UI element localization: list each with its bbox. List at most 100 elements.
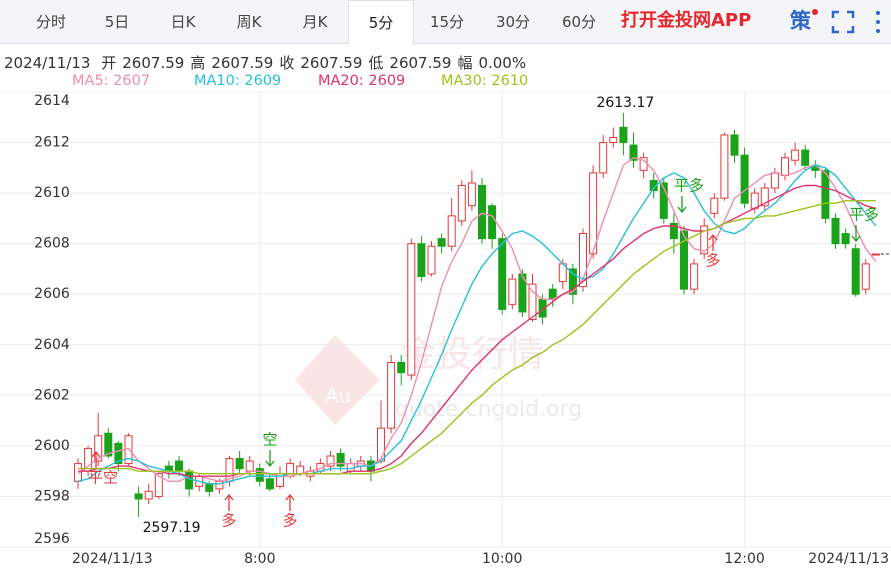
info-value: 0.00% bbox=[478, 54, 527, 72]
candle-body bbox=[104, 432, 113, 457]
candle-body bbox=[589, 172, 598, 255]
candle-body bbox=[144, 490, 153, 500]
candle-body bbox=[740, 154, 749, 204]
info-line: 2024/11/13 开 2607.59 高 2607.59 收 2607.59 低 2607… bbox=[4, 52, 532, 73]
candle-body bbox=[407, 243, 416, 376]
candle-body bbox=[397, 361, 406, 374]
candle-body bbox=[750, 192, 759, 209]
x-tick-label: 2024/11/13 bbox=[72, 551, 153, 567]
candle-body bbox=[871, 253, 880, 256]
signal-label: 多 bbox=[221, 512, 236, 530]
tab-bar: 打开金投网APP 策 分时 5日 日K 周K 月K 5分 15分 30分 60分 bbox=[0, 0, 891, 45]
candle-body bbox=[154, 473, 163, 497]
fullscreen-icon[interactable] bbox=[828, 7, 858, 37]
notify-dot bbox=[812, 9, 818, 15]
candle-body bbox=[619, 126, 628, 144]
candle-body bbox=[447, 215, 456, 247]
tab[interactable]: 周K bbox=[236, 13, 262, 31]
candle-body bbox=[478, 185, 486, 240]
signal-label: 平空 bbox=[88, 469, 118, 487]
candle-body bbox=[134, 493, 143, 500]
candle-body bbox=[265, 478, 274, 490]
candle-body bbox=[700, 225, 709, 255]
more-icon[interactable] bbox=[873, 7, 883, 37]
ma-line bbox=[78, 184, 877, 477]
candle-body bbox=[457, 185, 466, 222]
y-tick-label: 2614 bbox=[34, 93, 70, 109]
info-label: 低 bbox=[368, 54, 384, 72]
candle-body bbox=[851, 248, 860, 295]
y-tick-label: 2606 bbox=[34, 286, 70, 302]
watermark-text: 金投行情 bbox=[400, 334, 544, 375]
candle-body bbox=[669, 222, 678, 240]
signal-arrow bbox=[851, 225, 861, 243]
info-value: 2607.59 bbox=[300, 54, 363, 72]
ma-line bbox=[78, 200, 876, 475]
tab[interactable]: 5日 bbox=[104, 13, 130, 31]
signal-arrow bbox=[708, 233, 718, 251]
ma-line bbox=[77, 164, 877, 485]
signal-arrow bbox=[677, 196, 687, 214]
candle-body bbox=[255, 468, 264, 482]
signal-arrow bbox=[224, 493, 234, 511]
info-value: 2607.59 bbox=[389, 54, 452, 72]
strategy-button[interactable]: 策 bbox=[790, 7, 818, 35]
legend-entry: MA10: 2609 bbox=[194, 73, 282, 89]
app-link[interactable]: 打开金投网APP bbox=[621, 10, 752, 31]
legend-entry: MA30: 2610 bbox=[441, 73, 529, 89]
strategy-label: 策 bbox=[790, 9, 811, 33]
candle-body bbox=[609, 137, 618, 144]
candle-body bbox=[629, 144, 638, 161]
x-tick-label: 8:00 bbox=[244, 551, 275, 567]
candle-body bbox=[488, 205, 497, 240]
y-tick-label: 2602 bbox=[34, 387, 70, 403]
candle-body bbox=[215, 480, 224, 490]
info-label: 开 bbox=[101, 54, 117, 72]
candle-body bbox=[114, 442, 123, 465]
signal-arrow bbox=[285, 493, 295, 511]
tab[interactable]: 60分 bbox=[561, 13, 597, 31]
candle-body bbox=[467, 182, 476, 207]
y-tick-label: 2604 bbox=[34, 337, 70, 353]
candle-body bbox=[508, 278, 517, 305]
signal-arrow bbox=[91, 450, 101, 468]
candle-body bbox=[377, 427, 385, 462]
tab[interactable]: 日K bbox=[170, 13, 196, 31]
candle-body bbox=[427, 245, 436, 275]
candle-body bbox=[801, 149, 810, 166]
candle-body bbox=[841, 233, 850, 245]
high-label: 2613.17 bbox=[596, 95, 654, 111]
tab[interactable]: 分时 bbox=[35, 13, 66, 31]
signal-arrow bbox=[265, 450, 275, 468]
candle-body bbox=[336, 452, 345, 467]
candle-body bbox=[760, 187, 769, 207]
candle-body bbox=[387, 361, 396, 429]
candle-body bbox=[659, 182, 668, 219]
x-tick-label: 12:00 bbox=[724, 551, 764, 567]
candle-body bbox=[417, 243, 426, 278]
candle-body bbox=[861, 263, 870, 290]
tab[interactable]: 5分 bbox=[348, 0, 414, 45]
watermark-logo-shape bbox=[295, 335, 380, 425]
info-label: 幅 bbox=[457, 54, 473, 72]
info-date: 2024/11/13 bbox=[4, 54, 91, 72]
watermark-url: quote.cngold.org bbox=[395, 397, 582, 422]
candle-body bbox=[690, 263, 699, 290]
candle-body bbox=[326, 455, 335, 467]
signal-label: 多 bbox=[282, 512, 297, 530]
candle-body bbox=[710, 197, 719, 214]
candle-body bbox=[94, 435, 103, 462]
tab[interactable]: 30分 bbox=[495, 13, 531, 31]
candle-body bbox=[770, 172, 779, 189]
candle-body bbox=[518, 273, 527, 313]
candle-body bbox=[791, 149, 800, 161]
candle-body bbox=[175, 460, 183, 472]
signal-label: 多 bbox=[705, 252, 720, 270]
tab[interactable]: 月K bbox=[302, 13, 328, 31]
tab[interactable]: 15分 bbox=[429, 13, 465, 31]
legend-entry: MA5: 2607 bbox=[72, 73, 151, 89]
info-value: 2607.59 bbox=[211, 54, 274, 72]
candle-body bbox=[599, 142, 608, 174]
